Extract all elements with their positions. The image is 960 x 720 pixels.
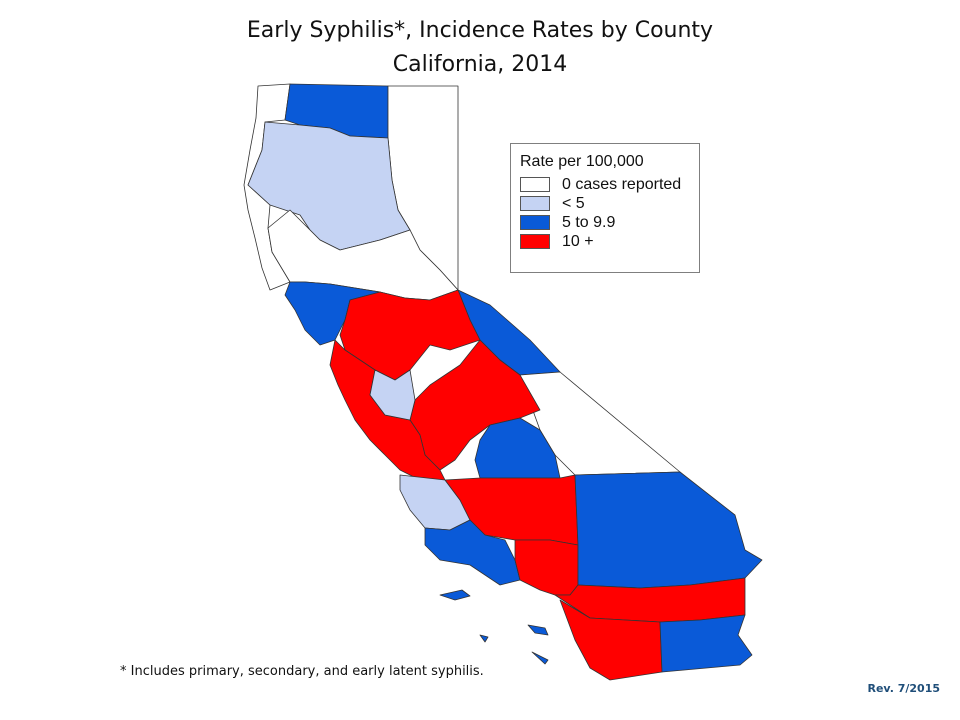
region-san-bernardino: [574, 471, 763, 589]
footnote: * Includes primary, secondary, and early…: [120, 664, 484, 679]
legend-swatch: [520, 234, 550, 249]
legend-item: < 5: [520, 194, 699, 213]
legend-swatch: [520, 177, 550, 192]
region-los-angeles: [514, 539, 579, 596]
map-title: Early Syphilis*, Incidence Rates by Coun…: [246, 18, 714, 43]
legend-label: 10 +: [562, 232, 594, 250]
legend-item: 5 to 9.9: [520, 213, 699, 232]
legend-item: 10 +: [520, 232, 699, 251]
region-imperial: [659, 614, 753, 673]
legend-swatch: [520, 196, 550, 211]
map-legend: Rate per 100,000 0 cases reported < 5 5 …: [510, 143, 700, 273]
legend-label: < 5: [562, 194, 585, 212]
legend-swatch: [520, 215, 550, 230]
legend-item: 0 cases reported: [520, 175, 699, 194]
revision-label: Rev. 7/2015: [867, 682, 941, 695]
region-channel-islands: [439, 589, 549, 665]
legend-title: Rate per 100,000: [520, 153, 644, 170]
legend-label: 5 to 9.9: [562, 213, 616, 231]
map-subtitle: California, 2014: [392, 52, 568, 77]
legend-label: 0 cases reported: [562, 175, 682, 193]
region-san-diego: [559, 599, 663, 681]
